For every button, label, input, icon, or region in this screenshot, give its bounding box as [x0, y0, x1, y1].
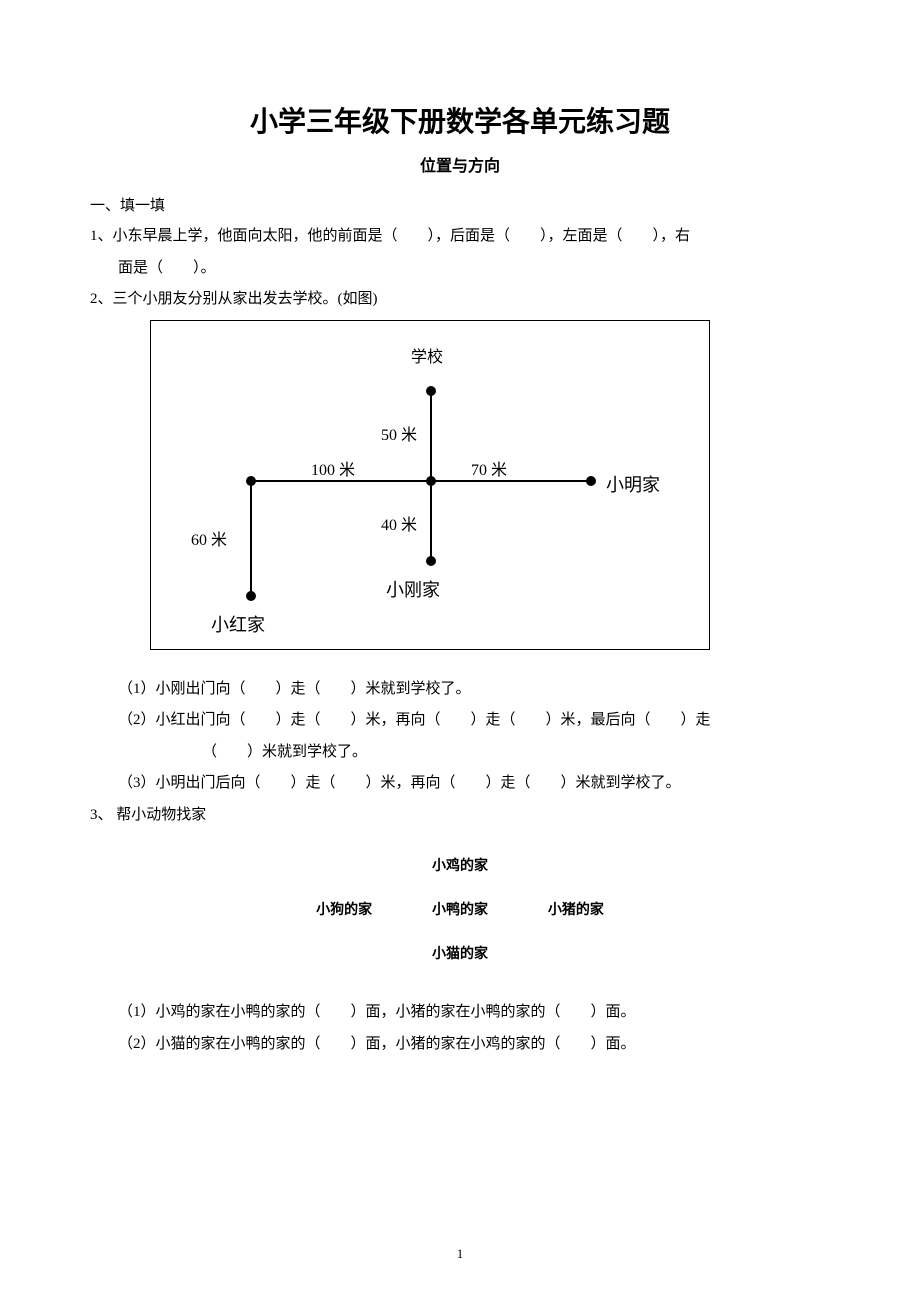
label-70m: 70 米	[471, 456, 507, 480]
question-3-2: （2）小猫的家在小鸭的家的（ ）面，小猪的家在小鸡的家的（ ）面。	[90, 1029, 830, 1061]
label-school: 学校	[411, 343, 443, 367]
line-school-junction	[430, 391, 432, 481]
question-3-1: （1）小鸡的家在小鸭的家的（ ）面，小猪的家在小鸭的家的（ ）面。	[90, 997, 830, 1029]
label-60m: 60 米	[191, 526, 227, 550]
question-2-3: （3）小明出门后向（ ）走（ ）米，再向（ ）走（ ）米就到学校了。	[90, 768, 830, 800]
question-2-2b: （ ）米就到学校了。	[90, 737, 830, 769]
question-1-line2: 面是（ ）。	[90, 253, 830, 285]
page-number: 1	[0, 1246, 920, 1262]
label-50m: 50 米	[381, 421, 417, 445]
page-subtitle: 位置与方向	[90, 152, 830, 176]
page: 小学三年级下册数学各单元练习题 位置与方向 一、填一填 1、小东早晨上学，他面向…	[0, 0, 920, 1302]
question-2-intro: 2、三个小朋友分别从家出发去学校。(如图)	[90, 284, 830, 316]
label-100m: 100 米	[311, 456, 355, 480]
line-left-junction	[251, 480, 431, 482]
line-left-xiaohong	[250, 481, 252, 596]
map-diagram: 学校 50 米 100 米 70 米 40 米 60 米 小明家 小刚家 小红家	[150, 320, 710, 650]
question-2-1: （1）小刚出门向（ ）走（ ）米就到学校了。	[90, 674, 830, 706]
page-title: 小学三年级下册数学各单元练习题	[90, 100, 830, 140]
label-xiaohong: 小红家	[211, 611, 265, 637]
line-junction-xiaoming	[431, 480, 591, 482]
animal-row-mid: 小狗的家 小鸭的家 小猪的家	[90, 899, 830, 919]
animal-chicken: 小鸡的家	[432, 855, 488, 875]
question-2-2a: （2）小红出门向（ ）走（ ）米，再向（ ）走（ ）米，最后向（ ）走	[90, 705, 830, 737]
animal-cat: 小猫的家	[432, 943, 488, 963]
animal-row-bot: 小猫的家	[90, 943, 830, 963]
label-xiaogang: 小刚家	[386, 576, 440, 602]
animal-duck: 小鸭的家	[432, 899, 488, 919]
animal-pig: 小猪的家	[548, 899, 604, 919]
label-xiaoming: 小明家	[606, 471, 660, 497]
section-heading: 一、填一填	[90, 194, 830, 215]
line-junction-xiaogang	[430, 481, 432, 561]
animal-dog: 小狗的家	[316, 899, 372, 919]
question-1-line1: 1、小东早晨上学，他面向太阳，他的前面是（ ），后面是（ ），左面是（ ），右	[90, 221, 830, 253]
question-3-intro: 3、 帮小动物找家	[90, 800, 830, 832]
animal-row-top: 小鸡的家	[90, 855, 830, 875]
label-40m: 40 米	[381, 511, 417, 535]
